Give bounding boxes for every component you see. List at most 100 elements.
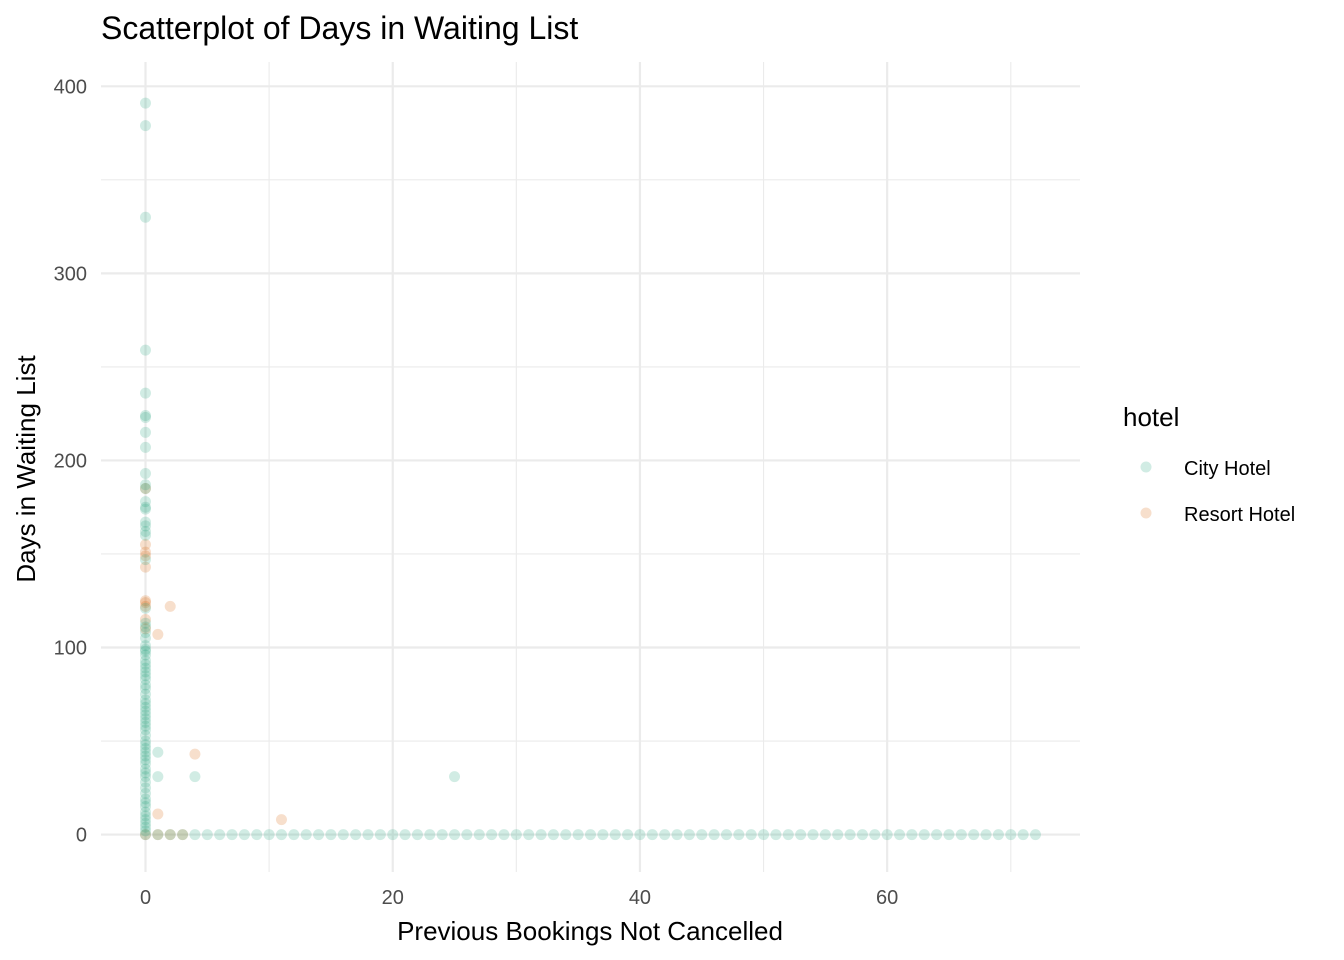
city-hotel-point bbox=[140, 771, 151, 783]
city-hotel-point bbox=[140, 716, 151, 728]
city-hotel-point bbox=[646, 829, 658, 841]
city-hotel-point bbox=[140, 211, 151, 223]
city-hotel-point bbox=[696, 829, 708, 841]
city-hotel-point bbox=[671, 829, 683, 841]
x-tick-labels: 0 20 40 60 bbox=[140, 887, 898, 909]
city-hotel-point bbox=[140, 709, 151, 721]
city-hotel-point bbox=[140, 426, 151, 438]
city-hotel-point bbox=[980, 829, 992, 841]
city-hotel-point bbox=[140, 683, 151, 695]
y-tick-label: 300 bbox=[54, 263, 87, 285]
city-hotel-point bbox=[844, 829, 856, 841]
city-hotel-point bbox=[572, 829, 584, 841]
city-hotel-point bbox=[819, 829, 831, 841]
legend-title: hotel bbox=[1123, 402, 1179, 432]
city-hotel-point bbox=[140, 713, 151, 725]
resort-hotel-point bbox=[189, 748, 201, 760]
resort-hotel-point bbox=[177, 829, 189, 841]
city-hotel-point bbox=[560, 829, 572, 841]
city-hotel-point bbox=[140, 688, 151, 700]
city-hotel-point bbox=[140, 743, 151, 755]
resort-hotel-point bbox=[140, 550, 151, 562]
city-hotel-point bbox=[140, 814, 151, 826]
resort-hotel-point bbox=[140, 561, 151, 573]
city-hotel-point bbox=[140, 729, 151, 741]
city-hotel-point bbox=[140, 479, 151, 491]
city-hotel-point bbox=[140, 387, 151, 399]
city-hotel-point bbox=[313, 829, 325, 841]
city-hotel-point bbox=[140, 666, 151, 678]
city-hotel-point bbox=[622, 829, 634, 841]
y-tick-label: 200 bbox=[54, 450, 87, 472]
city-hotel-point bbox=[140, 627, 151, 639]
y-tick-label: 400 bbox=[54, 76, 87, 98]
city-hotel-point bbox=[535, 829, 547, 841]
x-axis-title: Previous Bookings Not Cancelled bbox=[397, 916, 783, 946]
city-hotel-point bbox=[140, 724, 151, 736]
city-hotel-point bbox=[152, 771, 164, 783]
city-hotel-point bbox=[869, 829, 881, 841]
city-hotel-point bbox=[140, 810, 151, 822]
resort-hotel-point bbox=[275, 814, 287, 826]
city-hotel-point bbox=[399, 829, 411, 841]
city-hotel-point bbox=[140, 767, 151, 779]
city-hotel-point bbox=[140, 821, 151, 833]
resort-hotel-point bbox=[164, 829, 176, 841]
city-hotel-point bbox=[275, 829, 287, 841]
city-hotel-point bbox=[140, 554, 151, 566]
city-hotel-point bbox=[263, 829, 275, 841]
city-hotel-point bbox=[992, 829, 1004, 841]
resort-hotel-point bbox=[140, 623, 151, 635]
city-hotel-point bbox=[140, 411, 151, 423]
city-hotel-point bbox=[140, 797, 151, 809]
city-hotel-point bbox=[238, 829, 250, 841]
legend-key-city-hotel bbox=[1140, 461, 1152, 473]
city-hotel-point bbox=[152, 746, 164, 758]
city-hotel-point bbox=[720, 829, 732, 841]
resort-hotel-point bbox=[140, 613, 151, 625]
city-hotel-point bbox=[140, 720, 151, 732]
city-hotel-point bbox=[906, 829, 918, 841]
city-hotel-point bbox=[708, 829, 720, 841]
city-hotel-point bbox=[634, 829, 646, 841]
city-hotel-point bbox=[350, 829, 362, 841]
city-hotel-point bbox=[140, 825, 151, 837]
city-hotel-point bbox=[140, 501, 151, 513]
city-hotel-point bbox=[152, 829, 164, 841]
city-hotel-point bbox=[140, 658, 151, 670]
city-hotel-point bbox=[140, 787, 151, 799]
legend-label-resort-hotel: Resort Hotel bbox=[1184, 504, 1295, 526]
city-hotel-point bbox=[140, 496, 151, 508]
x-tick-label: 40 bbox=[629, 887, 651, 909]
city-hotel-point bbox=[140, 754, 151, 766]
data-points bbox=[140, 97, 1041, 841]
city-hotel-point bbox=[436, 829, 448, 841]
city-hotel-point bbox=[523, 829, 535, 841]
resort-hotel-point bbox=[140, 597, 151, 609]
city-hotel-point bbox=[140, 679, 151, 691]
city-hotel-point bbox=[140, 526, 151, 538]
city-hotel-point bbox=[140, 602, 151, 614]
city-hotel-point bbox=[832, 829, 844, 841]
city-hotel-point bbox=[140, 701, 151, 713]
legend-label-city-hotel: City Hotel bbox=[1184, 458, 1271, 480]
city-hotel-point bbox=[140, 120, 151, 132]
city-hotel-point bbox=[140, 758, 151, 770]
city-hotel-point bbox=[140, 829, 151, 841]
city-hotel-point bbox=[782, 829, 794, 841]
city-hotel-point bbox=[424, 829, 436, 841]
city-hotel-point bbox=[164, 829, 176, 841]
city-hotel-point bbox=[140, 645, 151, 657]
city-hotel-point bbox=[140, 739, 151, 751]
city-hotel-point bbox=[140, 468, 151, 480]
resort-hotel-point bbox=[164, 600, 176, 612]
city-hotel-point bbox=[140, 617, 151, 629]
city-hotel-point bbox=[140, 705, 151, 717]
city-hotel-point bbox=[140, 776, 151, 788]
resort-hotel-point bbox=[140, 539, 151, 551]
city-hotel-point bbox=[140, 649, 151, 661]
resort-hotel-point bbox=[140, 483, 151, 495]
city-hotel-point bbox=[968, 829, 980, 841]
city-hotel-point bbox=[585, 829, 596, 841]
city-hotel-point bbox=[177, 829, 189, 841]
